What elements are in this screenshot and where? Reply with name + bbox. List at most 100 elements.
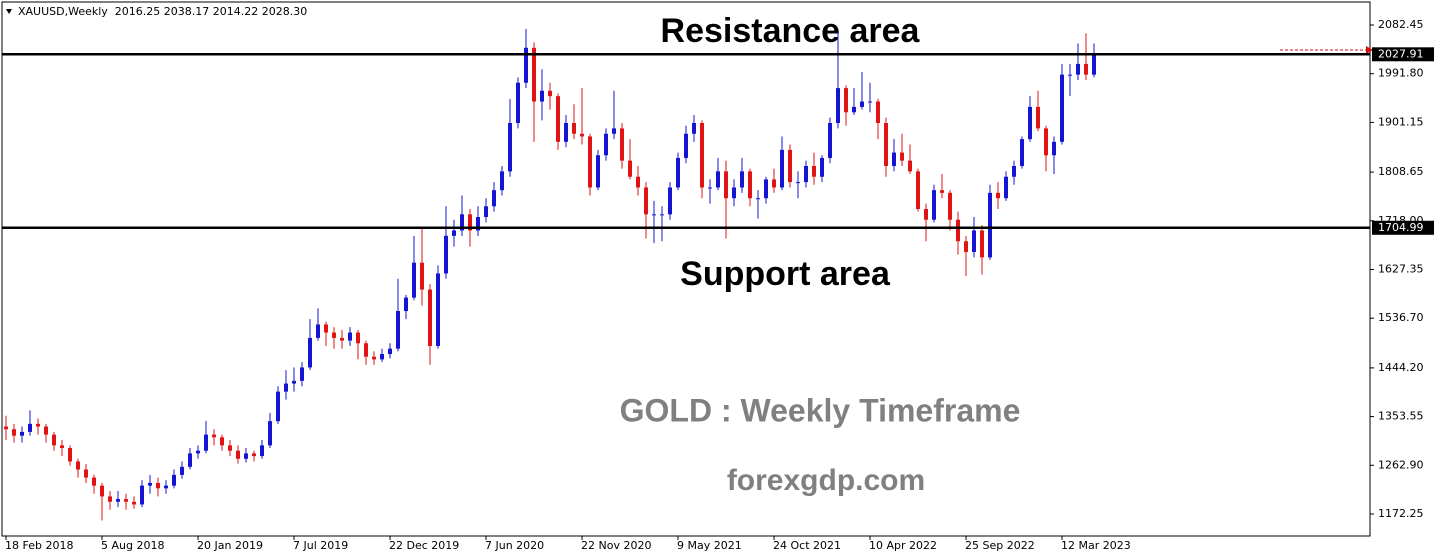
candle-body bbox=[564, 123, 568, 142]
candle-body bbox=[380, 354, 384, 360]
x-tick-label: 18 Feb 2018 bbox=[5, 539, 73, 552]
candle-body bbox=[700, 123, 704, 188]
candle-body bbox=[108, 496, 112, 502]
candle-body bbox=[444, 235, 448, 274]
candle-body bbox=[148, 482, 152, 486]
candle-body bbox=[948, 192, 952, 220]
candle-body bbox=[852, 106, 856, 113]
candle-body bbox=[268, 421, 272, 446]
candle-body bbox=[636, 176, 640, 188]
candle-body bbox=[420, 262, 424, 290]
candle-body bbox=[860, 101, 864, 107]
candle-body bbox=[252, 453, 256, 457]
x-tick-label: 9 May 2021 bbox=[677, 539, 742, 552]
candle-body bbox=[684, 133, 688, 158]
y-tick-label: 1353.55 bbox=[1378, 410, 1424, 423]
candle-body bbox=[612, 128, 616, 134]
x-tick-label: 22 Dec 2019 bbox=[389, 539, 459, 552]
candle-body bbox=[796, 182, 800, 184]
x-tick-label: 7 Jun 2020 bbox=[485, 539, 544, 552]
candle-body bbox=[196, 450, 200, 454]
candle-body bbox=[556, 96, 560, 142]
candle-body bbox=[884, 123, 888, 166]
candle-body bbox=[804, 165, 808, 183]
candle-body bbox=[524, 47, 528, 83]
candle-body bbox=[452, 230, 456, 236]
candle-body bbox=[764, 179, 768, 199]
candle-body bbox=[1084, 63, 1088, 75]
candle-body bbox=[604, 133, 608, 156]
candle-body bbox=[1044, 128, 1048, 156]
candle-body bbox=[124, 499, 128, 502]
annotation: Resistance area bbox=[661, 12, 921, 50]
x-tick-label: 24 Oct 2021 bbox=[773, 539, 841, 552]
candle-body bbox=[340, 337, 344, 341]
candle-body bbox=[300, 367, 304, 381]
candle-body bbox=[540, 90, 544, 102]
candle-body bbox=[508, 123, 512, 172]
x-tick-label: 25 Sep 2022 bbox=[965, 539, 1035, 552]
candle-body bbox=[460, 214, 464, 231]
candle-body bbox=[668, 187, 672, 215]
candle-body bbox=[204, 434, 208, 451]
candle-body bbox=[980, 230, 984, 258]
candle-body bbox=[820, 157, 824, 177]
candle-body bbox=[372, 356, 376, 360]
annotation: GOLD : Weekly Timeframe bbox=[620, 392, 1021, 428]
candle-body bbox=[100, 485, 104, 497]
candle-body bbox=[620, 128, 624, 161]
candle-body bbox=[356, 332, 360, 344]
candle-body bbox=[284, 383, 288, 392]
candle-body bbox=[916, 171, 920, 209]
candle-body bbox=[492, 190, 496, 207]
candle-body bbox=[988, 192, 992, 258]
candle-body bbox=[868, 101, 872, 103]
candle-body bbox=[836, 88, 840, 124]
candle-body bbox=[236, 450, 240, 459]
candle-body bbox=[364, 343, 368, 357]
candle-body bbox=[644, 187, 648, 215]
y-tick-label: 1536.70 bbox=[1378, 311, 1424, 324]
candle-body bbox=[92, 477, 96, 486]
price-arrow bbox=[1366, 46, 1373, 54]
candle-body bbox=[76, 461, 80, 470]
annotation: forexgdp.com bbox=[727, 464, 925, 497]
candle-body bbox=[1004, 176, 1008, 199]
candle-body bbox=[308, 337, 312, 368]
candle-body bbox=[548, 90, 552, 97]
candle-body bbox=[900, 152, 904, 161]
candle-body bbox=[892, 152, 896, 166]
candle-body bbox=[924, 208, 928, 220]
candle-body bbox=[876, 101, 880, 124]
candle-body bbox=[740, 171, 744, 188]
candle-body bbox=[828, 123, 832, 158]
candle-body bbox=[404, 297, 408, 312]
candle-body bbox=[756, 198, 760, 200]
candle-body bbox=[1028, 106, 1032, 140]
candle-body bbox=[12, 429, 16, 436]
candle-body bbox=[588, 136, 592, 188]
candle-body bbox=[228, 445, 232, 451]
menu-triangle bbox=[6, 9, 12, 14]
candle-body bbox=[780, 149, 784, 188]
level-label-bg bbox=[1372, 47, 1434, 62]
y-tick-label: 1444.20 bbox=[1378, 361, 1424, 374]
candle-body bbox=[1052, 141, 1056, 156]
candle-body bbox=[708, 187, 712, 189]
x-tick-label: 12 Mar 2023 bbox=[1061, 539, 1131, 552]
candle-body bbox=[500, 171, 504, 191]
candle-body bbox=[292, 380, 296, 384]
candle-body bbox=[388, 348, 392, 355]
candle-body bbox=[84, 469, 88, 478]
candle-body bbox=[1036, 106, 1040, 129]
candle-body bbox=[132, 501, 136, 505]
candle-body bbox=[1060, 74, 1064, 142]
candle-body bbox=[332, 332, 336, 338]
x-tick-label: 10 Apr 2022 bbox=[869, 539, 937, 552]
candle-body bbox=[220, 437, 224, 446]
candle-body bbox=[348, 332, 352, 341]
candle-body bbox=[908, 160, 912, 172]
candle-body bbox=[140, 485, 144, 505]
candle-body bbox=[812, 165, 816, 177]
